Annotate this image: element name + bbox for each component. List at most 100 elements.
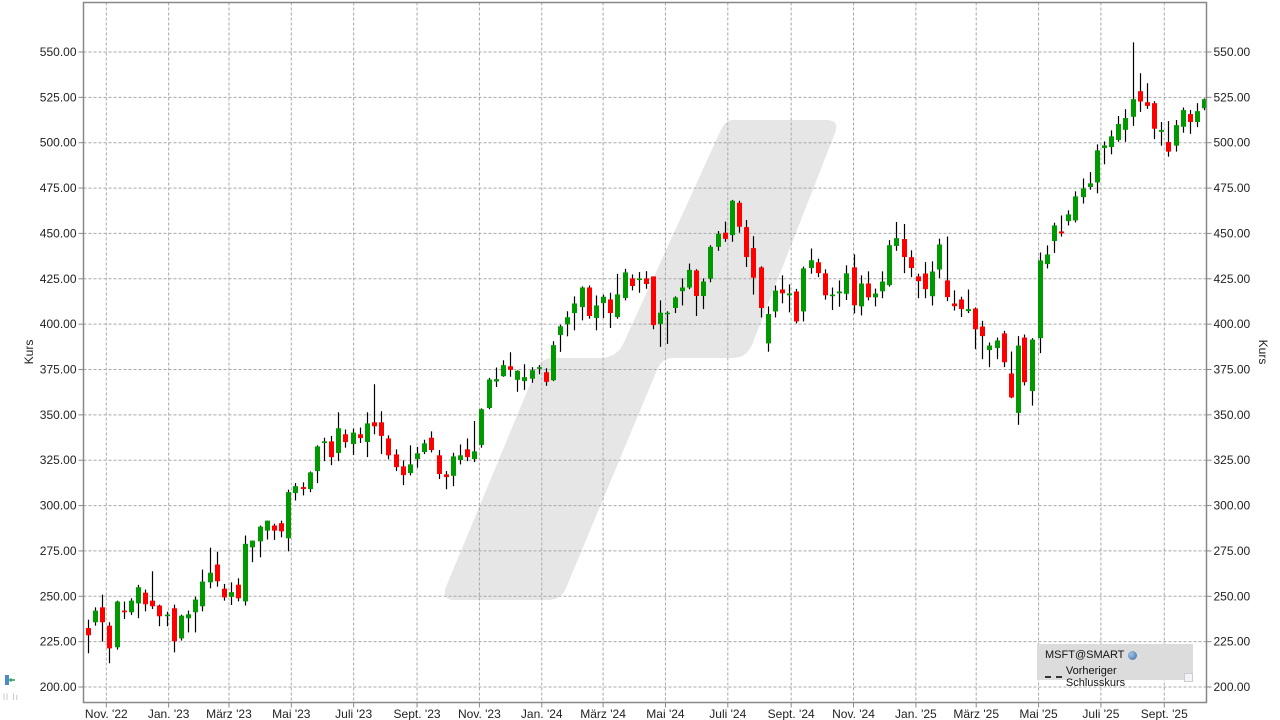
candle-up bbox=[623, 268, 628, 301]
candle-body bbox=[451, 456, 456, 476]
candle-up bbox=[458, 444, 463, 465]
y-tick-label-left: 400.00 bbox=[40, 317, 77, 331]
panel-handle-icon[interactable]: ll lı bbox=[3, 692, 19, 702]
candle-body bbox=[987, 345, 992, 351]
candle-body bbox=[594, 305, 599, 318]
y-tick-label-right: 350.00 bbox=[1214, 408, 1251, 422]
candle-up bbox=[572, 296, 577, 331]
candle-up bbox=[880, 271, 885, 299]
candle-down bbox=[465, 438, 470, 462]
candle-up bbox=[930, 261, 935, 306]
candle-body bbox=[973, 308, 978, 330]
candle-up bbox=[1045, 245, 1050, 269]
candle-up bbox=[129, 598, 134, 615]
candle-body bbox=[1022, 337, 1027, 383]
candle-up bbox=[494, 367, 499, 387]
x-tick-label: Mai '23 bbox=[272, 707, 311, 720]
candle-body bbox=[215, 564, 220, 582]
candle-body bbox=[243, 543, 248, 602]
candle-body bbox=[716, 233, 721, 247]
candle-body bbox=[1066, 214, 1071, 222]
x-tick-label: März '25 bbox=[953, 707, 999, 720]
candle-up bbox=[1116, 116, 1121, 142]
y-axis-title-left: Kurs bbox=[22, 340, 36, 365]
candle-body bbox=[580, 287, 585, 308]
candle-down bbox=[107, 622, 112, 664]
candle-body bbox=[751, 248, 756, 278]
candle-body bbox=[873, 293, 878, 298]
y-tick-label-left: 475.00 bbox=[40, 181, 77, 195]
candle-up bbox=[365, 412, 370, 458]
y-tick-label-left: 350.00 bbox=[40, 408, 77, 422]
candle-body bbox=[522, 377, 527, 382]
candle-down bbox=[651, 276, 656, 330]
candle-body bbox=[816, 262, 821, 274]
candle-down bbox=[866, 271, 871, 301]
candle-up bbox=[894, 221, 899, 251]
candle-up bbox=[730, 199, 735, 242]
candle-body bbox=[150, 600, 155, 607]
candle-down bbox=[1188, 110, 1193, 134]
candle-up bbox=[179, 614, 184, 641]
candle-body bbox=[487, 379, 492, 408]
candle-down bbox=[215, 551, 220, 587]
candle-body bbox=[93, 610, 98, 623]
candle-up bbox=[1016, 336, 1021, 425]
candle-up bbox=[787, 284, 792, 313]
candle-down bbox=[823, 269, 828, 300]
x-tick-label: Sept. '23 bbox=[394, 707, 441, 720]
candle-up bbox=[1181, 107, 1186, 133]
y-tick-label-left: 225.00 bbox=[40, 635, 77, 649]
candle-body bbox=[1195, 111, 1200, 123]
candles bbox=[86, 42, 1207, 664]
candle-body bbox=[980, 326, 985, 337]
previous-close-toggle[interactable] bbox=[1184, 672, 1193, 682]
candle-down bbox=[1138, 73, 1143, 112]
y-tick-label-right: 325.00 bbox=[1214, 453, 1251, 467]
candle-body bbox=[637, 278, 642, 281]
y-tick-label-right: 450.00 bbox=[1214, 226, 1251, 240]
candle-up bbox=[1052, 222, 1057, 254]
candle-up bbox=[229, 582, 234, 605]
candle-up bbox=[844, 265, 849, 301]
candle-up bbox=[551, 341, 556, 382]
candle-body bbox=[1138, 91, 1143, 102]
candle-down bbox=[1166, 121, 1171, 157]
candle-up bbox=[193, 596, 198, 633]
candle-up bbox=[1081, 178, 1086, 204]
candle-body bbox=[444, 474, 449, 478]
candle-down bbox=[394, 449, 399, 472]
candle-body bbox=[1202, 99, 1207, 109]
y-axis-title-right: Kurs bbox=[1256, 340, 1270, 365]
candle-body bbox=[1102, 145, 1107, 148]
candle-down bbox=[952, 290, 957, 311]
grid-lines bbox=[83, 2, 1207, 703]
candle-body bbox=[1088, 183, 1093, 187]
candle-up bbox=[995, 337, 1000, 360]
candle-body bbox=[1095, 150, 1100, 183]
candle-body bbox=[129, 600, 134, 613]
y-tick-label-left: 300.00 bbox=[40, 499, 77, 513]
candle-up bbox=[701, 278, 706, 310]
candle-body bbox=[1009, 373, 1014, 398]
candle-body bbox=[200, 581, 205, 607]
candle-up bbox=[208, 547, 213, 589]
candle-down bbox=[1009, 351, 1014, 399]
candle-body bbox=[766, 313, 771, 344]
x-tick-label: Mai '25 bbox=[1019, 707, 1058, 720]
candle-down bbox=[751, 236, 756, 295]
candle-body bbox=[859, 283, 864, 307]
candle-up bbox=[415, 446, 420, 468]
candle-down bbox=[923, 262, 928, 299]
candle-down bbox=[780, 275, 785, 304]
y-tick-label-right: 275.00 bbox=[1214, 544, 1251, 558]
candle-body bbox=[1174, 125, 1179, 146]
candle-body bbox=[1188, 114, 1193, 123]
candle-body bbox=[558, 326, 563, 336]
candle-body bbox=[100, 607, 105, 623]
globe-icon[interactable] bbox=[1128, 650, 1138, 660]
candle-down bbox=[329, 435, 334, 466]
candle-body bbox=[115, 601, 120, 648]
crosshair-tool-icon[interactable] bbox=[5, 674, 15, 686]
